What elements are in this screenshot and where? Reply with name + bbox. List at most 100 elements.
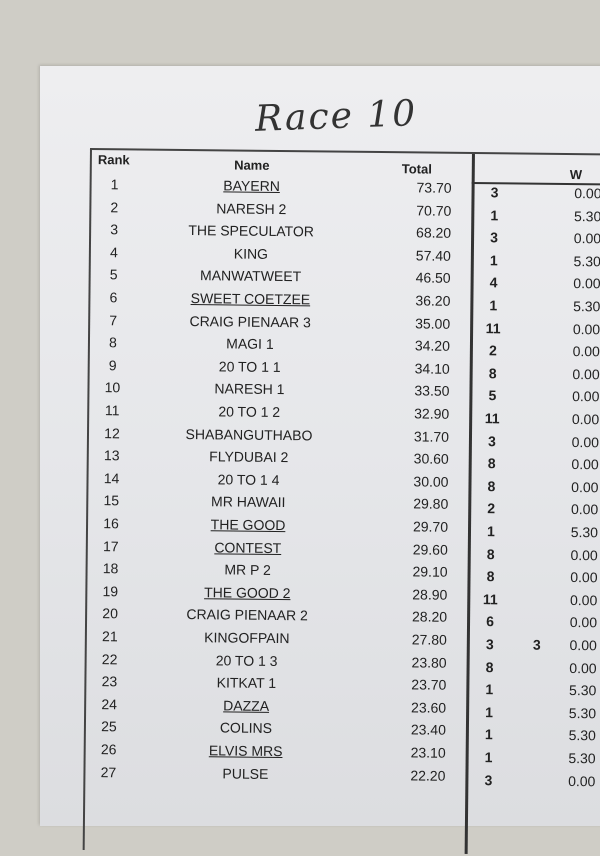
row-name-text: MAGI 1 — [226, 336, 274, 352]
row-total-text: 23.70 — [411, 677, 446, 693]
row-name-text: FLYDUBAI 2 — [209, 448, 288, 465]
row-rank-text: 9 — [109, 357, 117, 373]
row-w: 0.00 — [557, 637, 597, 653]
row-w-text: 0.00 — [570, 569, 597, 585]
row-name-text: NARESH 2 — [216, 200, 286, 217]
row-total-text: 28.90 — [412, 586, 447, 602]
row-total-text: 30.00 — [413, 473, 448, 489]
row-pos: 2 — [476, 500, 506, 516]
row-pos: 1 — [479, 252, 509, 268]
row-pos-text: 3 — [488, 433, 496, 449]
row-w: 0.00 — [559, 434, 599, 450]
row-name: CRAIG PIENAAR 2 — [177, 606, 317, 623]
row-name-text: PULSE — [222, 765, 268, 781]
row-w: 0.00 — [558, 547, 598, 563]
row-w-text: 0.00 — [573, 343, 600, 359]
row-name: CRAIG PIENAAR 3 — [180, 313, 320, 330]
row-name-text: SWEET COETZEE — [191, 290, 311, 307]
row-name: 20 TO 1 1 — [180, 358, 320, 375]
row-w: 5.30 — [558, 524, 598, 540]
row-rank: 1 — [100, 176, 130, 192]
row-total: 27.80 — [387, 631, 447, 648]
row-pos: 3 — [473, 772, 503, 788]
row-w-text: 5.30 — [568, 750, 595, 766]
row-extra: 3 — [527, 637, 547, 653]
row-pos-text: 11 — [486, 320, 501, 336]
row-name: THE GOOD — [178, 516, 318, 533]
row-w-text: 0.00 — [572, 366, 599, 382]
row-pos: 4 — [479, 274, 509, 290]
row-name-text: NARESH 1 — [214, 381, 284, 398]
row-w-text: 5.30 — [574, 208, 600, 224]
row-w-text: 0.00 — [573, 321, 600, 337]
row-name: KINGOFPAIN — [177, 629, 317, 646]
row-name-text: KINGOFPAIN — [204, 629, 289, 646]
row-name: MAGI 1 — [180, 335, 320, 352]
row-rank: 4 — [99, 244, 129, 260]
row-name-text: THE SPECULATOR — [188, 222, 314, 239]
row-rank-text: 10 — [105, 380, 121, 396]
row-pos: 3 — [475, 636, 505, 652]
row-total-text: 34.10 — [415, 360, 450, 376]
row-pos: 8 — [476, 478, 506, 494]
row-pos-text: 6 — [486, 614, 494, 630]
row-total: 34.20 — [390, 337, 450, 354]
row-name-text: BAYERN — [223, 177, 280, 194]
row-pos-text: 3 — [491, 184, 499, 200]
row-total-text: 23.60 — [411, 699, 446, 715]
row-pos: 3 — [479, 184, 509, 200]
row-pos-text: 8 — [487, 478, 495, 494]
row-pos: 11 — [478, 320, 508, 336]
row-name: CONTEST — [178, 539, 318, 556]
row-total: 28.20 — [387, 609, 447, 626]
row-w: 0.00 — [560, 321, 600, 337]
row-total-text: 73.70 — [416, 179, 451, 195]
row-total: 70.70 — [391, 202, 451, 219]
row-w: 5.30 — [561, 208, 600, 224]
row-total: 46.50 — [391, 270, 451, 287]
row-total-text: 29.80 — [413, 496, 448, 512]
row-total: 23.70 — [386, 676, 446, 693]
row-pos-text: 8 — [487, 568, 495, 584]
row-total-text: 57.40 — [416, 247, 451, 263]
row-total-text: 23.80 — [412, 654, 447, 670]
row-pos-text: 4 — [490, 275, 498, 291]
row-rank: 15 — [96, 492, 126, 508]
row-rank-text: 13 — [104, 447, 120, 463]
row-w-text: 0.00 — [571, 479, 598, 495]
row-w: 5.30 — [556, 727, 596, 743]
row-w: 5.30 — [556, 705, 596, 721]
row-rank-text: 3 — [110, 221, 118, 237]
row-rank-text: 18 — [103, 560, 119, 576]
row-total-text: 29.60 — [413, 541, 448, 557]
row-rank-text: 16 — [103, 515, 119, 531]
row-name: 20 TO 1 2 — [179, 403, 319, 420]
row-pos-text: 8 — [487, 546, 495, 562]
row-total-text: 70.70 — [416, 202, 451, 218]
row-total-text: 23.40 — [411, 722, 446, 738]
row-rank: 19 — [95, 583, 125, 599]
row-total: 22.20 — [385, 767, 445, 784]
row-rank: 23 — [94, 673, 124, 689]
row-rank-text: 6 — [109, 289, 117, 305]
row-rank: 8 — [98, 334, 128, 350]
row-rank: 9 — [98, 357, 128, 373]
row-name: DAZZA — [176, 697, 316, 714]
row-name-text: DAZZA — [223, 697, 269, 713]
row-w: 0.00 — [557, 660, 597, 676]
row-pos: 3 — [477, 433, 507, 449]
row-rank: 27 — [93, 764, 123, 780]
row-rank: 20 — [95, 605, 125, 621]
row-name: NARESH 1 — [179, 380, 319, 397]
row-name: FLYDUBAI 2 — [179, 448, 319, 465]
row-w: 5.30 — [556, 682, 596, 698]
row-total: 35.00 — [390, 315, 450, 332]
row-rank: 12 — [97, 425, 127, 441]
row-w-text: 5.30 — [569, 705, 596, 721]
row-total: 23.10 — [386, 744, 446, 761]
row-pos: 6 — [475, 613, 505, 629]
row-total: 28.90 — [387, 586, 447, 603]
row-rank-text: 19 — [102, 583, 118, 599]
row-rank-text: 22 — [102, 651, 118, 667]
